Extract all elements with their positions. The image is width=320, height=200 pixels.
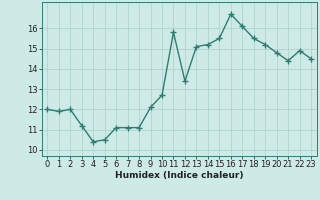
X-axis label: Humidex (Indice chaleur): Humidex (Indice chaleur)	[115, 171, 244, 180]
